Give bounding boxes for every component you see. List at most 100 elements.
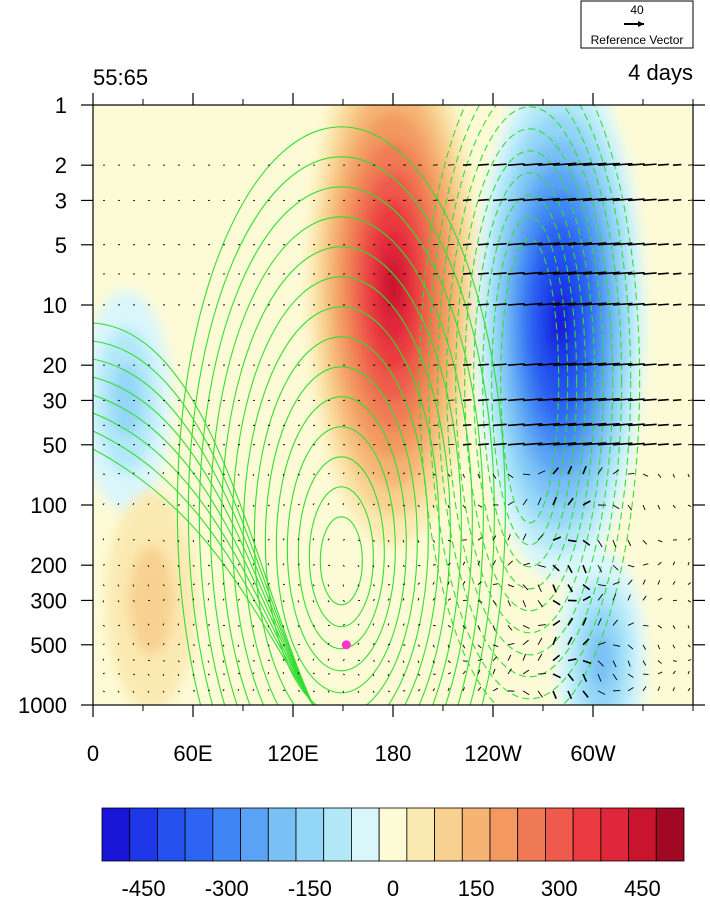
wind-vector: [117, 658, 120, 661]
wind-vector: [582, 362, 607, 367]
wind-vector: [582, 242, 607, 246]
wind-vector: [492, 600, 497, 606]
wind-vector: [447, 304, 455, 306]
wind-vector: [507, 242, 525, 246]
wind-vector: [117, 538, 120, 541]
wind-vector: [672, 398, 682, 402]
wind-vector: [522, 423, 543, 427]
wind-vector: [462, 644, 466, 649]
wind-vector: [552, 636, 557, 646]
wind-vector: [687, 644, 691, 648]
wind-vector: [672, 539, 677, 541]
wind-vector: [642, 686, 647, 692]
wind-vector: [312, 538, 315, 541]
wind-vector: [492, 687, 499, 692]
wind-vector: [477, 423, 489, 427]
contour-line-positive: [231, 276, 451, 705]
y-tick-label: 200: [30, 553, 67, 578]
contour-line-negative: [419, 105, 641, 705]
wind-vector: [687, 600, 692, 603]
wind-vector: [612, 398, 633, 402]
wind-vector: [132, 658, 135, 661]
wind-vector: [267, 672, 270, 675]
contour-line-positive: [242, 306, 440, 705]
wind-vector: [327, 642, 330, 646]
wind-vector: [612, 673, 618, 681]
wind-vector: [522, 562, 531, 566]
wind-vector: [267, 563, 270, 566]
wind-vector: [312, 672, 315, 675]
wind-vector: [597, 539, 603, 548]
wind-vector: [582, 617, 587, 626]
wind-vector: [507, 584, 515, 588]
wind-vector: [417, 540, 420, 543]
x-tick-label: 0: [87, 741, 99, 766]
wind-vector: [282, 625, 285, 628]
wind-vector: [222, 473, 226, 476]
wind-vector: [387, 690, 391, 693]
y-tick-label: 1000: [18, 693, 67, 718]
wind-vector: [687, 659, 692, 662]
wind-vector: [567, 397, 592, 402]
x-tick-label: 120W: [464, 741, 522, 766]
contour-line-positive: [253, 336, 429, 705]
wind-vector: [507, 600, 511, 607]
wind-vector: [417, 623, 421, 626]
colorbar-swatch: [434, 807, 463, 862]
wind-vector: [597, 690, 606, 695]
wind-vector: [282, 473, 285, 476]
wind-vector: [237, 625, 240, 627]
wind-vector: [672, 272, 682, 275]
wind-vector: [312, 503, 315, 506]
wind-vector: [417, 504, 420, 508]
contour-line-negative: [464, 150, 596, 612]
wind-vector: [462, 163, 472, 167]
wind-vector: [537, 362, 560, 367]
wind-vector: [657, 660, 662, 664]
wind-vector: [597, 362, 620, 367]
wind-vector: [357, 623, 360, 626]
colorbar-swatch: [378, 807, 408, 862]
wind-vector: [597, 617, 602, 626]
wind-vector: [552, 619, 561, 627]
wind-vector: [462, 561, 466, 566]
wind-vector: [312, 564, 316, 566]
wind-vector: [192, 583, 196, 586]
wind-vector: [372, 599, 376, 601]
wind-vector: [567, 422, 592, 427]
wind-vector: [522, 600, 527, 608]
wind-vector: [537, 624, 546, 626]
wind-vector: [597, 242, 620, 246]
wind-vector: [207, 624, 210, 626]
wind-vector: [237, 473, 240, 476]
wind-vector: [672, 198, 682, 202]
wind-vector: [372, 623, 375, 626]
wind-vector: [507, 625, 513, 631]
wind-vector: [102, 625, 105, 627]
colorbar-swatch: [406, 807, 435, 862]
wind-vector: [567, 465, 573, 475]
wind-vector: [582, 539, 591, 546]
wind-vector: [297, 658, 300, 661]
wind-vector: [672, 303, 682, 306]
wind-vector: [132, 502, 135, 506]
contour-line-negative: [446, 106, 614, 656]
wind-vector: [567, 302, 592, 306]
wind-vector: [282, 689, 285, 692]
wind-vector: [327, 658, 330, 661]
colorbar-swatch: [101, 807, 131, 862]
colorbar-swatch: [184, 807, 214, 862]
wind-vector: [522, 198, 543, 202]
wind-vector: [267, 644, 270, 647]
wind-vector: [552, 584, 557, 593]
wind-vector: [432, 564, 436, 566]
wind-vector: [462, 660, 467, 662]
wind-vector: [117, 690, 120, 693]
contour-line-positive: [93, 394, 314, 705]
wind-vector: [267, 504, 270, 507]
wind-vector: [282, 563, 285, 566]
wind-vector: [522, 639, 529, 646]
wind-vector: [207, 582, 210, 585]
wind-vector: [507, 271, 525, 275]
wind-vector: [432, 581, 435, 585]
